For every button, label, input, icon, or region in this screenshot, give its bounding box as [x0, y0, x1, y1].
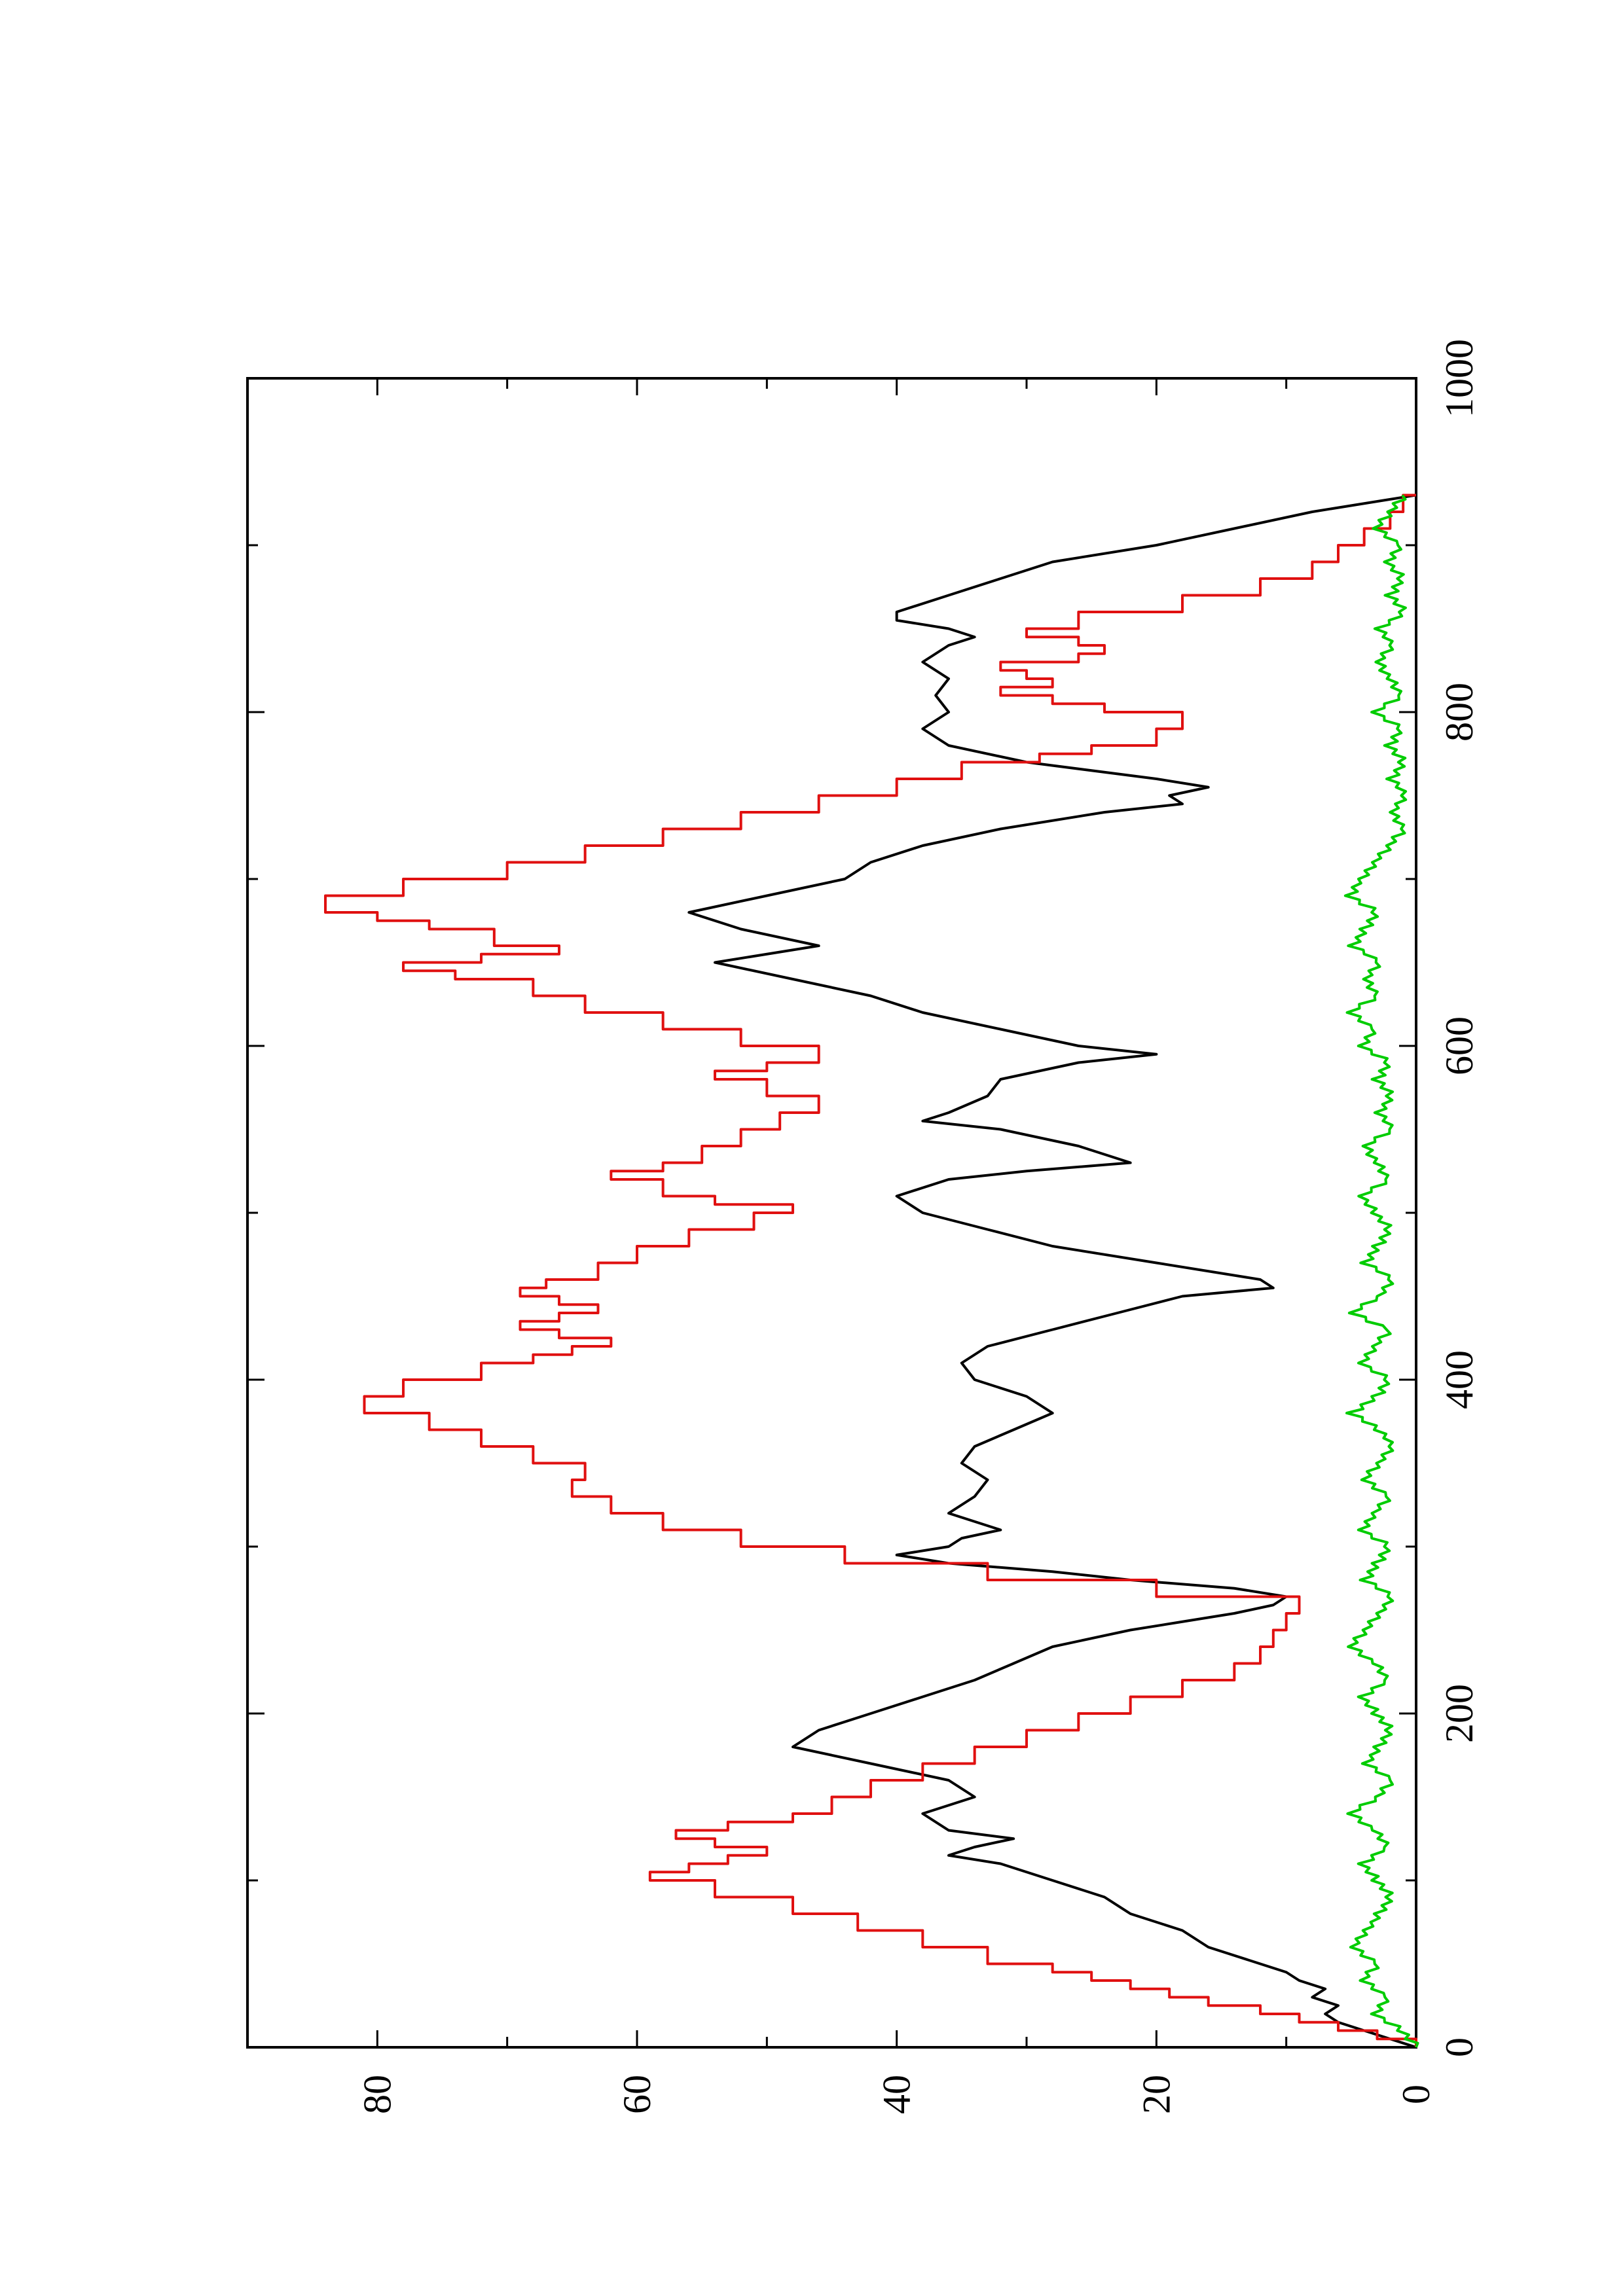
tick-marks: [247, 377, 1417, 2049]
x-tick-label: 400: [1438, 1350, 1481, 1409]
tick-labels: 0 200 400 600 800 1000 0 20 40 60 80: [356, 339, 1481, 2114]
x-tick-label: 200: [1438, 1684, 1481, 1743]
y-tick-label: 80: [356, 2075, 399, 2114]
x-tick-label: 1000: [1438, 339, 1481, 418]
y-tick-label: 0: [1395, 2085, 1438, 2104]
x-tick-label: 600: [1438, 1016, 1481, 1075]
y-tick-label: 20: [1135, 2075, 1178, 2114]
series-line-3: [1343, 494, 1419, 2048]
y-tick-label: 40: [875, 2075, 919, 2114]
y-tick-label: 60: [615, 2075, 659, 2114]
x-tick-label: 0: [1438, 2037, 1481, 2057]
series-lines: [324, 493, 1419, 2049]
series-line-1: [687, 493, 1417, 2049]
series-line-2: [324, 493, 1417, 2047]
x-tick-label: 800: [1438, 683, 1481, 742]
